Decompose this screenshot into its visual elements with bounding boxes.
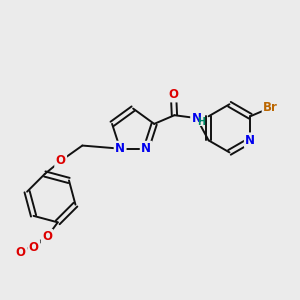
Text: O: O xyxy=(42,230,52,243)
Text: O: O xyxy=(29,241,39,254)
Text: Br: Br xyxy=(263,101,278,114)
Text: O: O xyxy=(169,88,178,101)
Text: H: H xyxy=(197,117,206,128)
Text: N: N xyxy=(192,112,202,124)
Text: N: N xyxy=(141,142,151,155)
Text: N: N xyxy=(245,134,255,147)
Text: N: N xyxy=(115,142,125,155)
Text: O: O xyxy=(16,246,26,259)
Text: O: O xyxy=(56,154,66,167)
